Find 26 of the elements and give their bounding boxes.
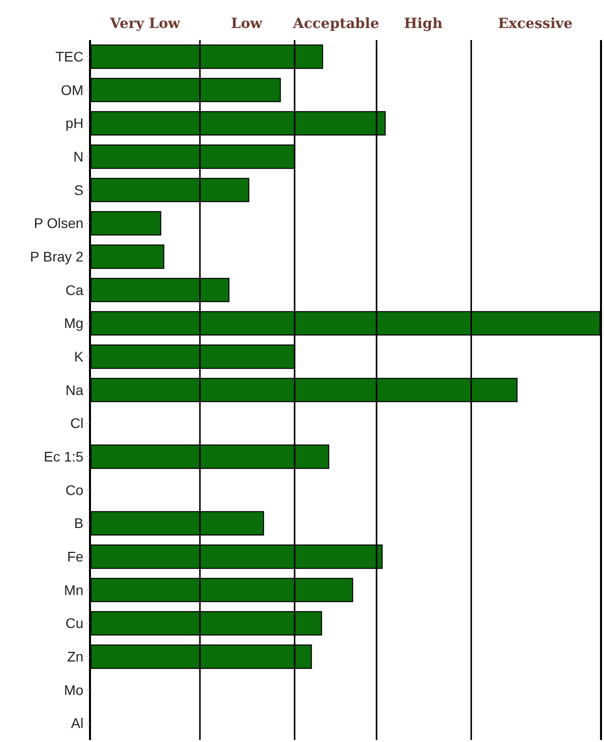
y-tick-label: pH bbox=[66, 115, 84, 132]
text: Excessive bbox=[498, 16, 573, 32]
y-tick-label: TEC bbox=[55, 48, 84, 65]
y-tick-label: Ca bbox=[66, 282, 84, 298]
text: Very Low bbox=[109, 16, 182, 32]
y-tick-label: Mn bbox=[64, 582, 84, 598]
y-tick-label: Mo bbox=[64, 682, 84, 698]
text: High bbox=[404, 16, 443, 32]
y-tick-label: N bbox=[73, 148, 84, 165]
y-tick-label: P Olsen bbox=[34, 215, 84, 232]
text: Low bbox=[231, 16, 264, 32]
y-tick-label: P Bray 2 bbox=[30, 248, 84, 265]
y-tick-label: Ec 1:5 bbox=[44, 448, 84, 465]
y-tick-label: Cl bbox=[70, 415, 84, 432]
y-tick-label: OM bbox=[60, 82, 84, 98]
y-tick-label: Cu bbox=[66, 615, 84, 632]
y-tick-label: Na bbox=[66, 382, 84, 398]
text: Acceptable bbox=[292, 16, 380, 32]
y-tick-label: Zn bbox=[67, 648, 84, 665]
y-tick-label: Mg bbox=[64, 315, 84, 332]
y-tick-label: Co bbox=[66, 482, 84, 498]
y-tick-label: S bbox=[74, 182, 84, 198]
y-tick-label: Al bbox=[70, 715, 84, 732]
y-tick-label: K bbox=[74, 348, 84, 365]
y-tick-label: Fe bbox=[67, 548, 84, 565]
y-tick-label: B bbox=[74, 515, 84, 532]
